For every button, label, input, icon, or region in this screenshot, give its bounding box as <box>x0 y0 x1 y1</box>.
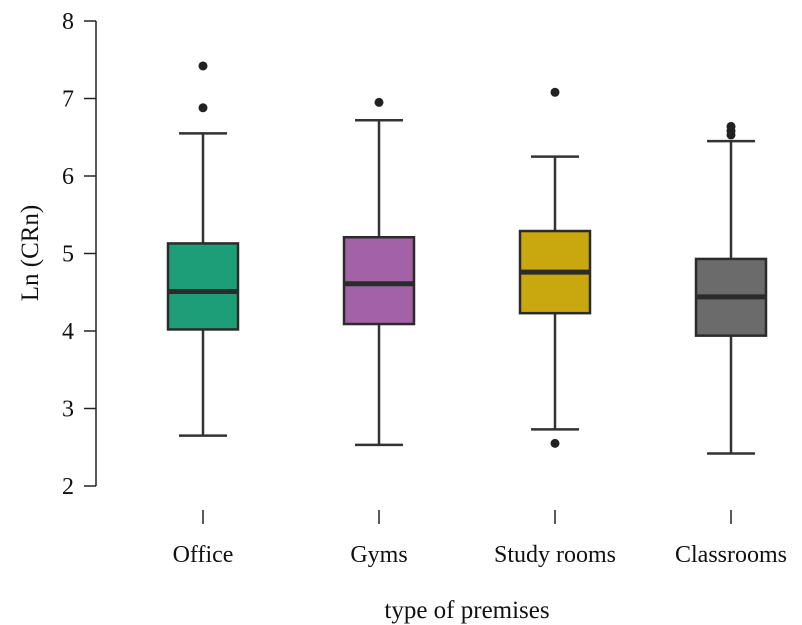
x-tick-label: Office <box>173 542 234 568</box>
y-axis-title: Ln (CRn) <box>17 205 44 302</box>
y-axis: 2 3 4 5 6 7 8 <box>62 9 97 500</box>
outlier-point <box>726 121 736 131</box>
x-axis-title: type of premises <box>384 597 549 624</box>
y-tick-label: 5 <box>62 242 74 268</box>
outlier-point <box>198 61 208 71</box>
box-office <box>166 61 240 437</box>
y-tick-label: 7 <box>62 87 74 113</box>
x-axis: Office Gyms Study rooms Classrooms <box>173 510 787 568</box>
y-tick-label: 2 <box>62 474 74 500</box>
y-tick-label: 8 <box>62 9 74 35</box>
box-rect <box>166 242 240 331</box>
box-gyms <box>342 97 416 447</box>
box-group <box>166 61 768 455</box>
x-tick-label: Gyms <box>350 542 407 568</box>
y-tick-label: 6 <box>62 164 74 190</box>
y-tick-label: 4 <box>62 319 74 345</box>
box-classrooms <box>694 121 768 455</box>
outlier-point <box>550 87 560 97</box>
x-tick-label: Classrooms <box>675 542 787 568</box>
y-tick-label: 3 <box>62 397 74 423</box>
box-study-rooms <box>518 87 592 448</box>
outlier-point <box>550 438 560 448</box>
x-tick-label: Study rooms <box>494 542 616 568</box>
box-rect <box>342 235 416 326</box>
outlier-point <box>374 97 384 107</box>
outlier-point <box>198 103 208 113</box>
